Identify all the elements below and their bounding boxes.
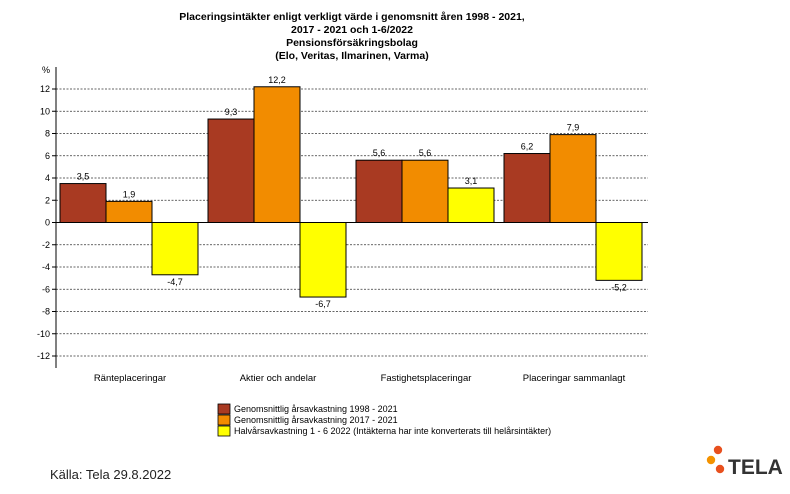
legend: Genomsnittlig årsavkastning 1998 - 2021G…	[217, 403, 551, 437]
y-tick-labels: 12 10 8 6 4 2 0 -2 -4 -6 -8 -10 -12	[37, 84, 56, 361]
y-tick-label: -12	[37, 351, 50, 361]
data-label: -4,7	[167, 277, 183, 287]
y-tick-label: 4	[45, 173, 50, 183]
legend-entry: Genomsnittlig årsavkastning 2017 - 2021	[234, 415, 398, 425]
data-label: 3,1	[465, 176, 478, 186]
source-note: Källa: Tela 29.8.2022	[50, 467, 172, 482]
data-label: 7,9	[567, 123, 580, 133]
data-label: 5,6	[373, 148, 386, 158]
legend-entry: Genomsnittlig årsavkastning 1998 - 2021	[234, 404, 398, 414]
tela-logo: TELA	[704, 444, 784, 486]
data-label: 3,5	[77, 172, 90, 182]
category-label: Aktier och andelar	[240, 373, 317, 384]
category-label: Ränteplaceringar	[94, 373, 166, 384]
legend-swatch	[217, 403, 231, 415]
y-tick-label: 10	[40, 106, 50, 116]
data-label: -5,2	[611, 282, 627, 292]
y-tick-label: -10	[37, 329, 50, 339]
logo-dot	[706, 455, 716, 465]
bar	[151, 222, 199, 276]
legend-swatch	[217, 414, 231, 426]
bar	[253, 86, 301, 224]
bar	[299, 222, 347, 298]
y-tick-label: -4	[42, 262, 50, 272]
chart-title-line: Pensionsförsäkringsbolag	[286, 37, 418, 49]
y-axis-label: %	[42, 65, 50, 75]
y-tick-label: 12	[40, 84, 50, 94]
chart-title-line: Placeringsintäkter enligt verkligt värde…	[179, 11, 525, 23]
data-label: 12,2	[268, 75, 286, 85]
chart-title-line: 2017 - 2021 och 1-6/2022	[291, 24, 413, 36]
bar	[59, 183, 107, 223]
legend-swatch	[217, 425, 231, 437]
logo-dot	[715, 464, 725, 474]
category-label: Fastighetsplaceringar	[381, 373, 472, 384]
y-tick-label: -6	[42, 284, 50, 294]
data-label: 9,3	[225, 107, 238, 117]
y-tick-label: 8	[45, 129, 50, 139]
bar	[549, 134, 597, 223]
data-label: -6,7	[315, 299, 331, 309]
y-tick-label: 2	[45, 195, 50, 205]
data-labels: 3,5 1,9 -4,7 9,3 12,2 -6,7 5,6 5,6 3,1 6,2 7,9 -5,2	[77, 75, 627, 309]
bar	[207, 118, 255, 223]
data-label: 5,6	[419, 148, 432, 158]
chart-title-line: (Elo, Veritas, Ilmarinen, Varma)	[275, 50, 428, 62]
bar	[447, 187, 495, 223]
chart-title: Placeringsintäkter enligt verkligt värde…	[179, 11, 525, 62]
y-tick-label: 0	[45, 218, 50, 228]
bar	[105, 200, 153, 224]
bar	[503, 153, 551, 223]
y-tick-label: -8	[42, 307, 50, 317]
bar	[355, 159, 403, 223]
y-tick-label: 6	[45, 151, 50, 161]
bar	[401, 159, 449, 223]
data-label: 6,2	[521, 142, 534, 152]
data-label: 1,9	[123, 189, 136, 199]
bar	[595, 222, 643, 281]
logo-dot	[713, 445, 723, 455]
logo-text: TELA	[728, 456, 783, 479]
bars	[59, 86, 643, 298]
category-label: Placeringar sammanlagt	[523, 373, 626, 384]
y-tick-label: -2	[42, 240, 50, 250]
legend-entry: Halvårsavkastning 1 - 6 2022 (Intäkterna…	[234, 426, 551, 436]
category-labels: Ränteplaceringar Aktier och andelar Fastig…	[94, 373, 626, 384]
